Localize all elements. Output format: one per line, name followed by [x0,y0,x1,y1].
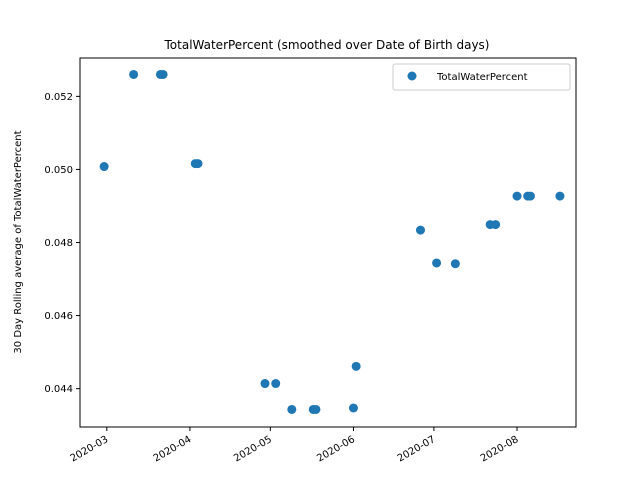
y-axis: 0.044 0.046 0.048 0.050 0.052 [44,92,80,395]
data-point [525,191,535,201]
data-point [450,259,460,269]
y-tick-label: 0.046 [44,311,73,322]
data-point [193,159,203,169]
y-tick-label: 0.048 [44,238,73,249]
legend-box [392,63,571,91]
chart-title: TotalWaterPercent (smoothed over Date of… [164,38,490,52]
data-point [260,379,270,389]
data-point [271,379,281,389]
legend-marker [407,71,417,81]
data-point [415,225,425,235]
data-point [512,191,522,201]
data-point [158,69,168,79]
data-point [432,258,442,268]
legend-label: TotalWaterPercent [436,72,528,83]
series-points [99,69,565,414]
data-point [491,220,501,230]
data-point [348,403,358,413]
y-tick-label: 0.052 [44,92,73,103]
data-point [129,69,139,79]
data-point [99,162,109,172]
y-tick-label: 0.044 [44,384,73,395]
data-point [351,361,361,371]
data-point [287,404,297,414]
data-point [311,404,321,414]
y-tick-label: 0.050 [44,165,73,176]
data-point [555,191,565,201]
y-axis-label: 30 Day Rolling average of TotalWaterPerc… [13,130,24,353]
legend: TotalWaterPercent [392,63,571,91]
